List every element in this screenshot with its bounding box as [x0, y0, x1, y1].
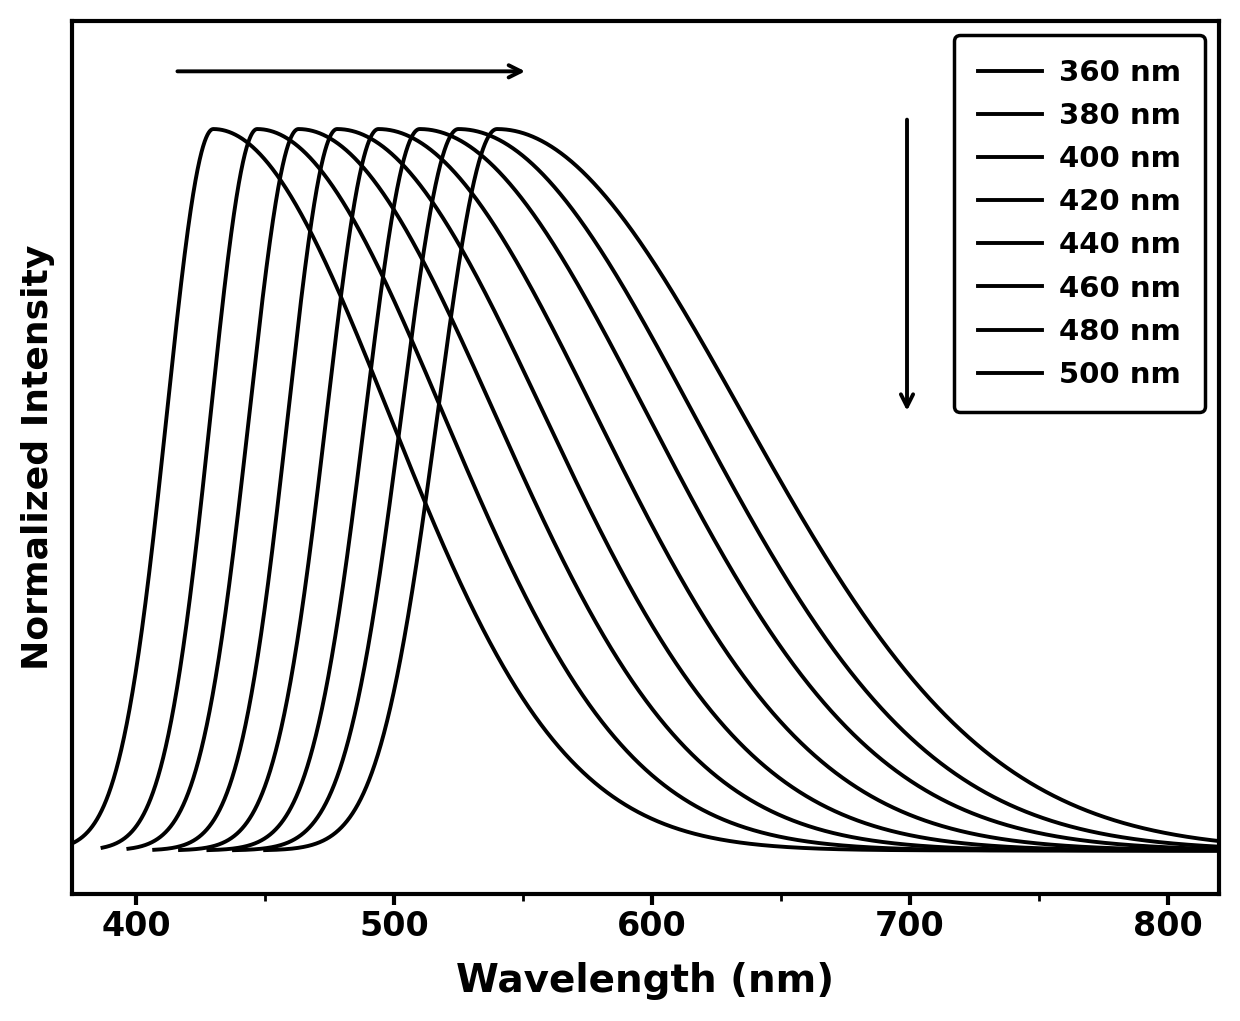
- X-axis label: Wavelength (nm): Wavelength (nm): [456, 962, 835, 1001]
- Y-axis label: Normalized Intensity: Normalized Intensity: [21, 245, 55, 670]
- Legend: 360 nm, 380 nm, 400 nm, 420 nm, 440 nm, 460 nm, 480 nm, 500 nm: 360 nm, 380 nm, 400 nm, 420 nm, 440 nm, …: [955, 36, 1204, 412]
